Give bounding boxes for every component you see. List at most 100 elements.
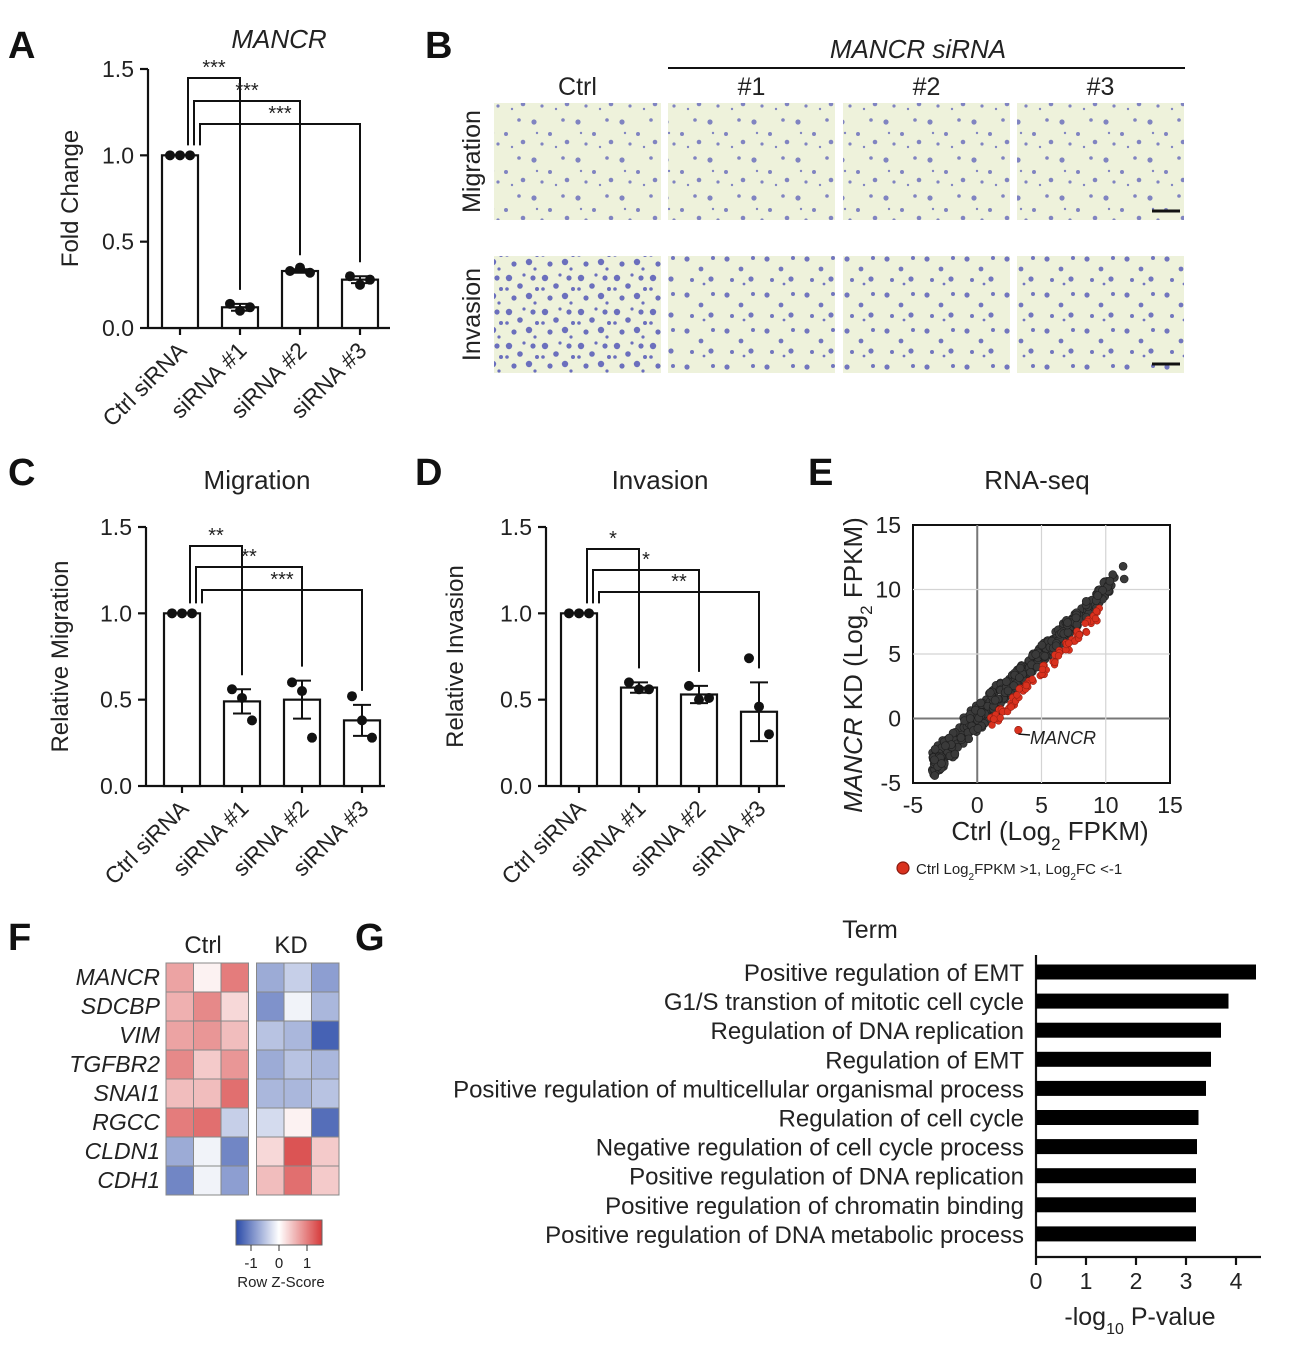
x-tick-label: 5	[1035, 792, 1048, 818]
bar-1	[160, 154, 200, 330]
y-tick-label: 10	[875, 577, 901, 603]
data-point	[634, 684, 644, 695]
y-label-part: FPKM)	[838, 517, 868, 605]
gray-data-point	[964, 734, 974, 744]
y-tick-label: 1.5	[500, 514, 532, 540]
data-point	[347, 691, 357, 702]
data-point	[744, 653, 754, 664]
term-label: Positive regulation of DNA metabolic pro…	[545, 1222, 1024, 1249]
data-point	[227, 684, 237, 695]
significance-bracket	[193, 100, 301, 256]
term-bar-8	[1036, 1168, 1196, 1184]
data-point	[345, 271, 355, 282]
gray-data-point	[956, 733, 966, 742]
gray-data-point	[965, 714, 975, 723]
group-label: MANCR siRNA	[830, 34, 1006, 64]
gray-data-point	[1026, 668, 1035, 677]
y-label-part: KD (Log	[838, 615, 868, 718]
heatmap-cell	[193, 1078, 222, 1109]
data-point	[365, 274, 375, 285]
gray-data-point	[990, 695, 1000, 705]
gray-data-point	[1037, 640, 1047, 650]
data-point	[584, 608, 594, 619]
gray-data-point	[930, 744, 940, 754]
y-label-subscript: 2	[857, 605, 876, 614]
data-point	[357, 715, 367, 726]
y-tick-label: 0.0	[500, 773, 532, 799]
data-point	[644, 684, 654, 695]
y-tick-label: 1.0	[500, 600, 532, 626]
data-point	[307, 732, 317, 743]
y-tick-label: 1.5	[100, 514, 132, 540]
heatmap-cell	[283, 1165, 312, 1196]
data-point	[355, 279, 365, 290]
red-data-point	[1082, 628, 1091, 636]
panel-label-c: C	[8, 452, 35, 494]
heatmap-cell	[283, 1136, 312, 1167]
heatmap-cell	[220, 1049, 249, 1080]
red-data-point	[1007, 703, 1015, 711]
y-axis-label: Relative Invasion	[442, 565, 469, 748]
data-point	[237, 692, 247, 703]
term-label: Positive regulation of DNA replication	[629, 1164, 1024, 1191]
column-label-2: #1	[738, 73, 766, 101]
column-label-1: Ctrl	[558, 73, 597, 101]
heatmap-cell	[220, 1165, 249, 1196]
red-data-point	[1092, 607, 1101, 615]
gray-data-point	[973, 724, 983, 733]
panel-f-heatmap: Ctrl KD MANCR SDCBP VIM TGFBR2 SNAI1 RGCC CLDN1 C…	[69, 932, 340, 1291]
panel-b-micrograph-grid: MANCR siRNA Ctrl #1 #2 #3 Migration Invasion	[458, 34, 1185, 373]
term-label: Regulation of cell cycle	[779, 1106, 1024, 1133]
heatmap-cell	[220, 962, 249, 993]
heatmap-cell	[283, 962, 312, 993]
gray-data-point	[937, 759, 946, 768]
panel-label-g: G	[355, 917, 385, 959]
heatmap-cell	[311, 1049, 340, 1080]
y-tick-label: 0.0	[102, 315, 134, 341]
red-data-point	[1054, 652, 1063, 660]
bar-1	[559, 612, 599, 788]
x-tick-label: 1	[1080, 1268, 1093, 1294]
y-axis-label: Relative Migration	[47, 560, 74, 752]
legend-subscript: 2	[1070, 872, 1076, 883]
heatmap-cell	[256, 1020, 285, 1051]
panel-label-b: B	[425, 25, 452, 67]
gray-data-point	[1098, 586, 1107, 595]
legend-subscript: 2	[969, 872, 975, 883]
column-group-ctrl: Ctrl	[184, 932, 221, 959]
y-tick-label: 1.5	[102, 56, 134, 82]
significance-label: ***	[202, 57, 226, 79]
annotation-label: MANCR	[1030, 728, 1096, 748]
column-label-4: #3	[1087, 73, 1115, 101]
heatmap-cell	[256, 1078, 285, 1109]
heatmap-cell	[220, 1078, 249, 1109]
heatmap-cell	[256, 1165, 285, 1196]
x-label-subscript: 2	[1051, 835, 1060, 854]
micrograph-r2-c4	[1017, 256, 1184, 373]
panel-label-e: E	[808, 452, 833, 494]
gray-data-point	[1118, 562, 1128, 571]
chart-title: Term	[842, 916, 898, 944]
data-point	[185, 150, 195, 161]
y-tick-label: 0	[888, 706, 901, 732]
column-label-3: #2	[913, 73, 941, 101]
term-label: G1/S transtion of mitotic cell cycle	[664, 989, 1024, 1016]
significance-bracket	[195, 566, 303, 667]
significance-label: *	[642, 549, 650, 571]
red-data-point	[990, 715, 998, 723]
column-group-kd: KD	[274, 932, 307, 959]
bar-3	[280, 269, 320, 330]
micrograph-r1-c3	[843, 103, 1010, 220]
y-tick-label: -5	[881, 770, 901, 796]
significance-label: ***	[270, 569, 294, 591]
chart-title: RNA-seq	[984, 465, 1089, 495]
heatmap-cell	[220, 1020, 249, 1051]
data-point	[694, 694, 704, 705]
significance-label: **	[241, 546, 257, 568]
data-point	[297, 686, 307, 697]
row-label: TGFBR2	[69, 1051, 160, 1077]
gray-data-point	[1040, 651, 1050, 661]
